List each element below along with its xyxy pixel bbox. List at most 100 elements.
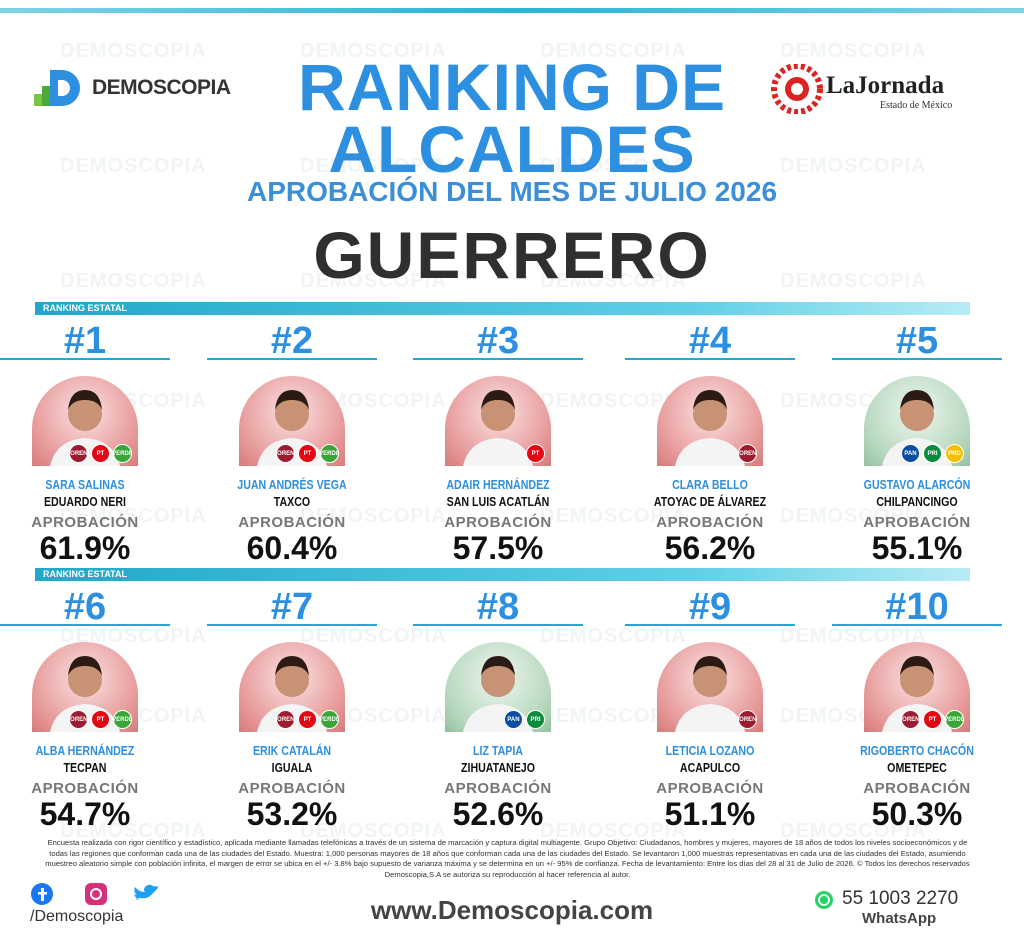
title: ALCALDES bbox=[328, 112, 696, 186]
photo: MORENAPTVERDE bbox=[239, 642, 345, 732]
metric-label: APROBACIÓN bbox=[656, 514, 764, 531]
party-badge: PRI bbox=[923, 444, 942, 463]
approval-value: 60.4% bbox=[246, 530, 338, 566]
watermark: DEMOSCOPIA bbox=[540, 155, 687, 177]
rank-line bbox=[625, 358, 795, 360]
watermark: DEMOSCOPIA bbox=[300, 505, 447, 527]
party-badge: PRI bbox=[526, 710, 545, 729]
watermark: DEMOSCOPIA bbox=[780, 505, 927, 527]
website: www.Demoscopia.com bbox=[370, 895, 654, 925]
rank: #9 bbox=[688, 586, 732, 628]
partner-logo bbox=[771, 64, 823, 114]
metric-label: APROBACIÓN bbox=[863, 780, 971, 797]
candidate-name: RIGOBERTO CHACÓN bbox=[860, 744, 974, 758]
metric-label: APROBACIÓN bbox=[31, 780, 139, 797]
photo: MORENA bbox=[657, 642, 763, 732]
party-badge: MORENA bbox=[901, 710, 920, 729]
rank: #10 bbox=[885, 586, 949, 628]
party-badges: MORENAPTVERDE bbox=[276, 710, 339, 729]
photo: PT bbox=[445, 376, 551, 466]
rank-line bbox=[413, 358, 583, 360]
metric-label: APROBACIÓN bbox=[444, 514, 552, 531]
municipality: ACAPULCO bbox=[679, 761, 741, 775]
municipality: TAXCO bbox=[273, 495, 311, 509]
party-badge: PT bbox=[298, 710, 317, 729]
municipality: CHILPANCINGO bbox=[876, 495, 958, 509]
party-badge: MORENA bbox=[69, 710, 88, 729]
section-bar: RANKING ESTATAL bbox=[35, 302, 970, 315]
approval-value: 55.1% bbox=[871, 530, 963, 566]
photo: MORENAPTVERDE bbox=[864, 642, 970, 732]
metric-label: APROBACIÓN bbox=[444, 780, 552, 797]
watermark: DEMOSCOPIA bbox=[780, 40, 927, 62]
party-badge: PRD bbox=[945, 444, 964, 463]
candidate-name: ERIK CATALÁN bbox=[252, 744, 332, 758]
watermark: DEMOSCOPIA bbox=[540, 270, 687, 292]
party-badges: MORENAPTVERDE bbox=[69, 710, 132, 729]
watermark: DEMOSCOPIA bbox=[780, 625, 927, 647]
watermark: DEMOSCOPIA bbox=[540, 625, 687, 647]
party-badge: VERDE bbox=[113, 444, 132, 463]
watermark: DEMOSCOPIA bbox=[300, 270, 447, 292]
section-label: RANKING ESTATAL bbox=[43, 569, 127, 579]
approval-value: 53.2% bbox=[246, 796, 338, 832]
whatsapp-icon bbox=[815, 891, 833, 909]
watermark: DEMOSCOPIA bbox=[540, 390, 687, 412]
social-icons bbox=[31, 883, 158, 905]
party-badge: MORENA bbox=[738, 444, 757, 463]
partner-subtitle: Estado de México bbox=[880, 100, 953, 111]
party-badges: MORENA bbox=[738, 444, 757, 463]
party-badge: PT bbox=[298, 444, 317, 463]
social-handle: /Demoscopia bbox=[30, 908, 124, 925]
phone-label: WhatsApp bbox=[862, 910, 937, 927]
watermark: DEMOSCOPIA bbox=[780, 270, 927, 292]
photo: PAN PRI bbox=[445, 642, 551, 732]
watermark: DEMOSCOPIA bbox=[60, 505, 207, 527]
watermark: DEMOSCOPIA bbox=[60, 625, 207, 647]
photo: PAN PRI PRD bbox=[864, 376, 970, 466]
candidate-name: CLARA BELLO bbox=[672, 478, 748, 492]
municipality: ZIHUATANEJO bbox=[460, 761, 535, 775]
metric-label: APROBACIÓN bbox=[238, 514, 346, 531]
rank-line bbox=[0, 624, 170, 626]
party-badge: PAN bbox=[504, 710, 523, 729]
watermark: DEMOSCOPIA bbox=[300, 820, 447, 842]
rank-line bbox=[832, 624, 1002, 626]
approval-value: 51.1% bbox=[664, 796, 756, 832]
candidate-name: ALBA HERNÁNDEZ bbox=[35, 744, 135, 758]
party-badge: MORENA bbox=[276, 444, 295, 463]
metric-label: APROBACIÓN bbox=[238, 780, 346, 797]
candidate-name: ADAIR HERNÁNDEZ bbox=[446, 478, 550, 492]
watermark: DEMOSCOPIA bbox=[540, 705, 687, 727]
watermark: DEMOSCOPIA bbox=[60, 270, 207, 292]
rank: #5 bbox=[895, 320, 939, 362]
metric-label: APROBACIÓN bbox=[656, 780, 764, 797]
candidate-name: SARA SALINAS bbox=[45, 478, 125, 492]
top-bar bbox=[0, 8, 1024, 13]
party-badge: MORENA bbox=[69, 444, 88, 463]
rank-line bbox=[625, 624, 795, 626]
portrait bbox=[675, 390, 745, 466]
photo: MORENAPTVERDE bbox=[32, 376, 138, 466]
party-badge: PAN bbox=[901, 444, 920, 463]
municipality: OMETEPEC bbox=[887, 761, 947, 775]
rank: #1 bbox=[63, 320, 107, 362]
party-badge: PT bbox=[526, 444, 545, 463]
party-badge: VERDE bbox=[945, 710, 964, 729]
watermark: DEMOSCOPIA bbox=[300, 625, 447, 647]
rank: #3 bbox=[476, 320, 520, 362]
watermark: DEMOSCOPIA bbox=[60, 820, 207, 842]
rank: #6 bbox=[63, 586, 107, 628]
rank-line bbox=[207, 358, 377, 360]
metric-label: APROBACIÓN bbox=[863, 514, 971, 531]
municipality: IGUALA bbox=[271, 761, 313, 775]
party-badges: PAN PRI PRD bbox=[901, 444, 964, 463]
watermark: DEMOSCOPIA bbox=[300, 155, 447, 177]
partner-name: LaJornada bbox=[826, 72, 945, 99]
candidate-name: JUAN ANDRÉS VEGA bbox=[237, 478, 347, 492]
watermark: DEMOSCOPIA bbox=[540, 820, 687, 842]
photo: MORENAPTVERDE bbox=[32, 642, 138, 732]
candidate-name: LETICIA LOZANO bbox=[665, 744, 755, 758]
party-badge: VERDE bbox=[320, 444, 339, 463]
watermark: DEMOSCOPIA bbox=[780, 820, 927, 842]
